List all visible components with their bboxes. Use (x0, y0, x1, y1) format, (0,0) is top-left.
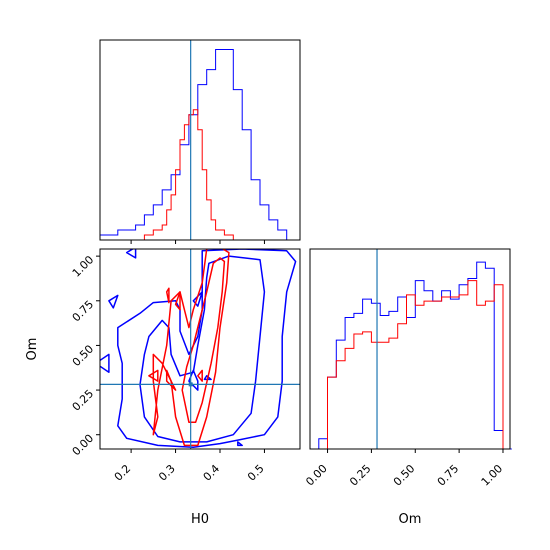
om-hist-x-tick-label-0: 0.00 (303, 462, 330, 489)
om-hist-x-tick-label-2: 0.50 (391, 462, 418, 489)
h0-histogram-red-series (143, 109, 234, 240)
blue-contour-7 (237, 441, 243, 447)
red-contour-6 (174, 291, 181, 311)
red-contour-5 (197, 369, 203, 382)
joint-y-tick-label-2: 0.50 (70, 342, 97, 369)
om-hist-x-tick-label-3: 0.75 (435, 462, 462, 489)
red-contour-3 (148, 369, 159, 382)
h0-histogram-frame (99, 39, 301, 241)
joint-x-tick-label-1: 0.3 (156, 462, 178, 484)
joint-contour-panel (99, 248, 301, 450)
joint-y-tick-label-3: 0.75 (70, 298, 97, 325)
red-contour-2 (165, 287, 170, 304)
joint-y-tick-label-1: 0.25 (70, 387, 97, 414)
om-histogram-blue-series (318, 261, 512, 450)
om-hist-x-tick-label-4: 1.00 (479, 462, 506, 489)
joint-y-tick-label-4: 1.00 (70, 253, 97, 280)
om-axis-label: Om (25, 338, 40, 361)
red-contour-0 (152, 249, 230, 447)
joint-contour-frame (99, 248, 301, 450)
om-histogram-axis-label: Om (399, 512, 422, 527)
red-contour-1 (181, 257, 226, 423)
h0-histogram-blue-series (99, 49, 296, 241)
joint-y-tick-label-0: 0.00 (70, 432, 97, 459)
joint-x-tick-label-0: 0.2 (112, 462, 134, 484)
h0-histogram-panel (99, 39, 301, 241)
om-hist-x-tick-label-1: 0.25 (347, 462, 374, 489)
joint-x-tick-label-2: 0.4 (201, 462, 223, 484)
blue-contour-2 (108, 294, 119, 309)
blue-contour-0 (117, 249, 297, 448)
om-histogram-red-series (327, 280, 504, 449)
truth-marker (188, 382, 193, 387)
blue-contour-3 (100, 353, 110, 373)
blue-contour-1 (139, 255, 266, 443)
om-histogram-panel (309, 248, 512, 450)
om-histogram-frame (309, 248, 511, 450)
h0-axis-label: H0 (191, 512, 209, 527)
tick-marks-and-labels: 0.2 0.3 0.4 0.5 0.00 0.25 0.50 0.75 1.00 0.00 0.25… (70, 240, 506, 489)
red-contour-4 (165, 369, 177, 391)
blue-contour-5 (125, 249, 137, 259)
joint-x-tick-label-3: 0.5 (245, 462, 267, 484)
